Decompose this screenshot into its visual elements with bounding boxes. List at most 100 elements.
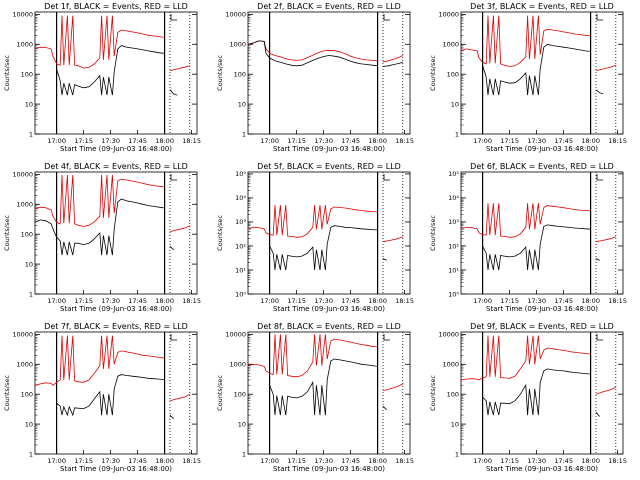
x-tick-label: 17:30 bbox=[527, 457, 546, 465]
x-tick-label: 17:30 bbox=[101, 297, 120, 305]
y-tick-label: 100 bbox=[234, 390, 246, 398]
y-tick-label: 1000 bbox=[442, 41, 459, 49]
bracket-marker bbox=[383, 14, 390, 21]
detector-panel: Det 5f, BLACK = Events, RED = LLD 10⁰ 10¹ 1… bbox=[216, 162, 414, 313]
y-tick-label: 10⁰ bbox=[235, 290, 246, 298]
series-events-black bbox=[56, 45, 178, 96]
x-tick-label: 18:00 bbox=[155, 457, 174, 465]
x-axis-label: Start Time (09-Jun-03 16:48:00) bbox=[273, 145, 385, 153]
x-tick-label: 18:00 bbox=[581, 297, 600, 305]
x-tick-label: 17:45 bbox=[341, 457, 360, 465]
y-tick-label: 10 bbox=[238, 100, 246, 108]
y-tick-label: 10⁵ bbox=[448, 170, 459, 178]
bracket-marker bbox=[170, 334, 177, 341]
x-tick-label: 17:30 bbox=[314, 457, 333, 465]
y-tick-label: 10³ bbox=[235, 218, 246, 226]
y-tick-label: 10 bbox=[25, 100, 33, 108]
x-tick-label: 17:30 bbox=[527, 297, 546, 305]
y-axis-label: Counts/sec bbox=[3, 55, 11, 91]
y-tick-label: 10000 bbox=[438, 331, 459, 339]
x-tick-label: 18:15 bbox=[395, 297, 414, 305]
x-tick-label: 18:15 bbox=[182, 297, 201, 305]
y-axis-label: Counts/sec bbox=[429, 55, 437, 91]
x-tick-label: 17:00 bbox=[473, 137, 492, 145]
plot-frame bbox=[460, 11, 624, 135]
x-axis-label: Start Time (09-Jun-03 16:48:00) bbox=[60, 305, 172, 313]
y-tick-label: 10 bbox=[451, 100, 459, 108]
panel-title: Det 3f, BLACK = Events, RED = LLD bbox=[470, 2, 614, 11]
series-events-black bbox=[56, 374, 174, 420]
x-tick-label: 17:15 bbox=[287, 457, 306, 465]
series-lld-red bbox=[34, 335, 190, 402]
x-tick-label: 17:00 bbox=[47, 137, 66, 145]
y-tick-label: 10 bbox=[25, 260, 33, 268]
y-tick-label: 1 bbox=[29, 130, 33, 138]
y-tick-label: 10000 bbox=[12, 11, 33, 19]
x-tick-label: 18:15 bbox=[182, 137, 201, 145]
x-tick-label: 17:30 bbox=[314, 297, 333, 305]
bracket-marker bbox=[596, 174, 603, 181]
y-tick-label: 10⁴ bbox=[235, 194, 246, 202]
detector-panel: Det 3f, BLACK = Events, RED = LLD 1 10 100 1… bbox=[429, 2, 627, 153]
x-tick-label: 18:00 bbox=[155, 137, 174, 145]
x-tick-label: 17:15 bbox=[500, 297, 519, 305]
y-tick-label: 10000 bbox=[225, 11, 246, 19]
series-events-black bbox=[269, 225, 387, 271]
x-tick-label: 18:00 bbox=[368, 457, 387, 465]
y-tick-label: 10000 bbox=[438, 11, 459, 19]
x-tick-label: 17:30 bbox=[101, 137, 120, 145]
series-events-black bbox=[247, 40, 403, 67]
y-tick-label: 1000 bbox=[16, 361, 33, 369]
y-axis-label: Counts/sec bbox=[3, 375, 11, 411]
x-tick-label: 18:00 bbox=[368, 137, 387, 145]
plot-frame bbox=[247, 171, 411, 295]
y-tick-label: 100 bbox=[21, 70, 33, 78]
series-lld-red bbox=[460, 335, 616, 395]
x-axis-label: Start Time (09-Jun-03 16:48:00) bbox=[273, 305, 385, 313]
bracket-marker bbox=[596, 14, 603, 21]
x-tick-label: 17:15 bbox=[74, 137, 93, 145]
y-tick-label: 10¹ bbox=[235, 266, 246, 274]
x-tick-label: 17:15 bbox=[287, 137, 306, 145]
y-tick-label: 10 bbox=[451, 420, 459, 428]
panel-title: Det 9f, BLACK = Events, RED = LLD bbox=[470, 322, 614, 331]
y-tick-label: 1 bbox=[29, 450, 33, 458]
series-events-black bbox=[34, 198, 174, 256]
plot-frame bbox=[34, 171, 198, 295]
x-tick-label: 17:15 bbox=[74, 457, 93, 465]
y-tick-label: 10 bbox=[25, 420, 33, 428]
series-events-black bbox=[482, 224, 600, 271]
series-lld-red bbox=[247, 40, 403, 63]
y-tick-label: 10⁰ bbox=[448, 290, 459, 298]
y-axis-label: Counts/sec bbox=[3, 215, 11, 251]
x-tick-label: 17:30 bbox=[527, 137, 546, 145]
x-tick-label: 17:30 bbox=[314, 137, 333, 145]
x-tick-label: 17:15 bbox=[500, 137, 519, 145]
detector-panel: Det 7f, BLACK = Events, RED = LLD 1 10 100 1… bbox=[3, 322, 201, 473]
bracket-marker bbox=[596, 334, 603, 341]
x-axis-label: Start Time (09-Jun-03 16:48:00) bbox=[60, 465, 172, 473]
x-tick-label: 17:15 bbox=[74, 297, 93, 305]
x-tick-label: 17:45 bbox=[554, 457, 573, 465]
y-tick-label: 10¹ bbox=[448, 266, 459, 274]
x-axis-label: Start Time (09-Jun-03 16:48:00) bbox=[486, 305, 598, 313]
y-tick-label: 1 bbox=[455, 450, 459, 458]
y-tick-label: 1 bbox=[242, 450, 246, 458]
series-lld-red bbox=[247, 334, 403, 392]
plot-frame bbox=[247, 331, 411, 455]
panel-title: Det 1f, BLACK = Events, RED = LLD bbox=[44, 2, 188, 11]
y-tick-label: 1000 bbox=[442, 361, 459, 369]
x-tick-label: 18:15 bbox=[395, 137, 414, 145]
x-tick-label: 17:45 bbox=[554, 137, 573, 145]
y-tick-label: 10⁴ bbox=[448, 194, 459, 202]
x-tick-label: 18:15 bbox=[608, 457, 627, 465]
y-tick-label: 100 bbox=[234, 70, 246, 78]
x-tick-label: 17:45 bbox=[341, 137, 360, 145]
series-events-black bbox=[482, 368, 600, 417]
bracket-marker bbox=[170, 14, 177, 21]
x-tick-label: 17:45 bbox=[554, 297, 573, 305]
y-axis-label: Counts/sec bbox=[429, 215, 437, 251]
panel-title: Det 5f, BLACK = Events, RED = LLD bbox=[257, 162, 401, 171]
panel-title: Det 2f, BLACK = Events, RED = LLD bbox=[257, 2, 401, 11]
detector-panel: Det 6f, BLACK = Events, RED = LLD 10⁰ 10¹ 1… bbox=[429, 162, 627, 313]
